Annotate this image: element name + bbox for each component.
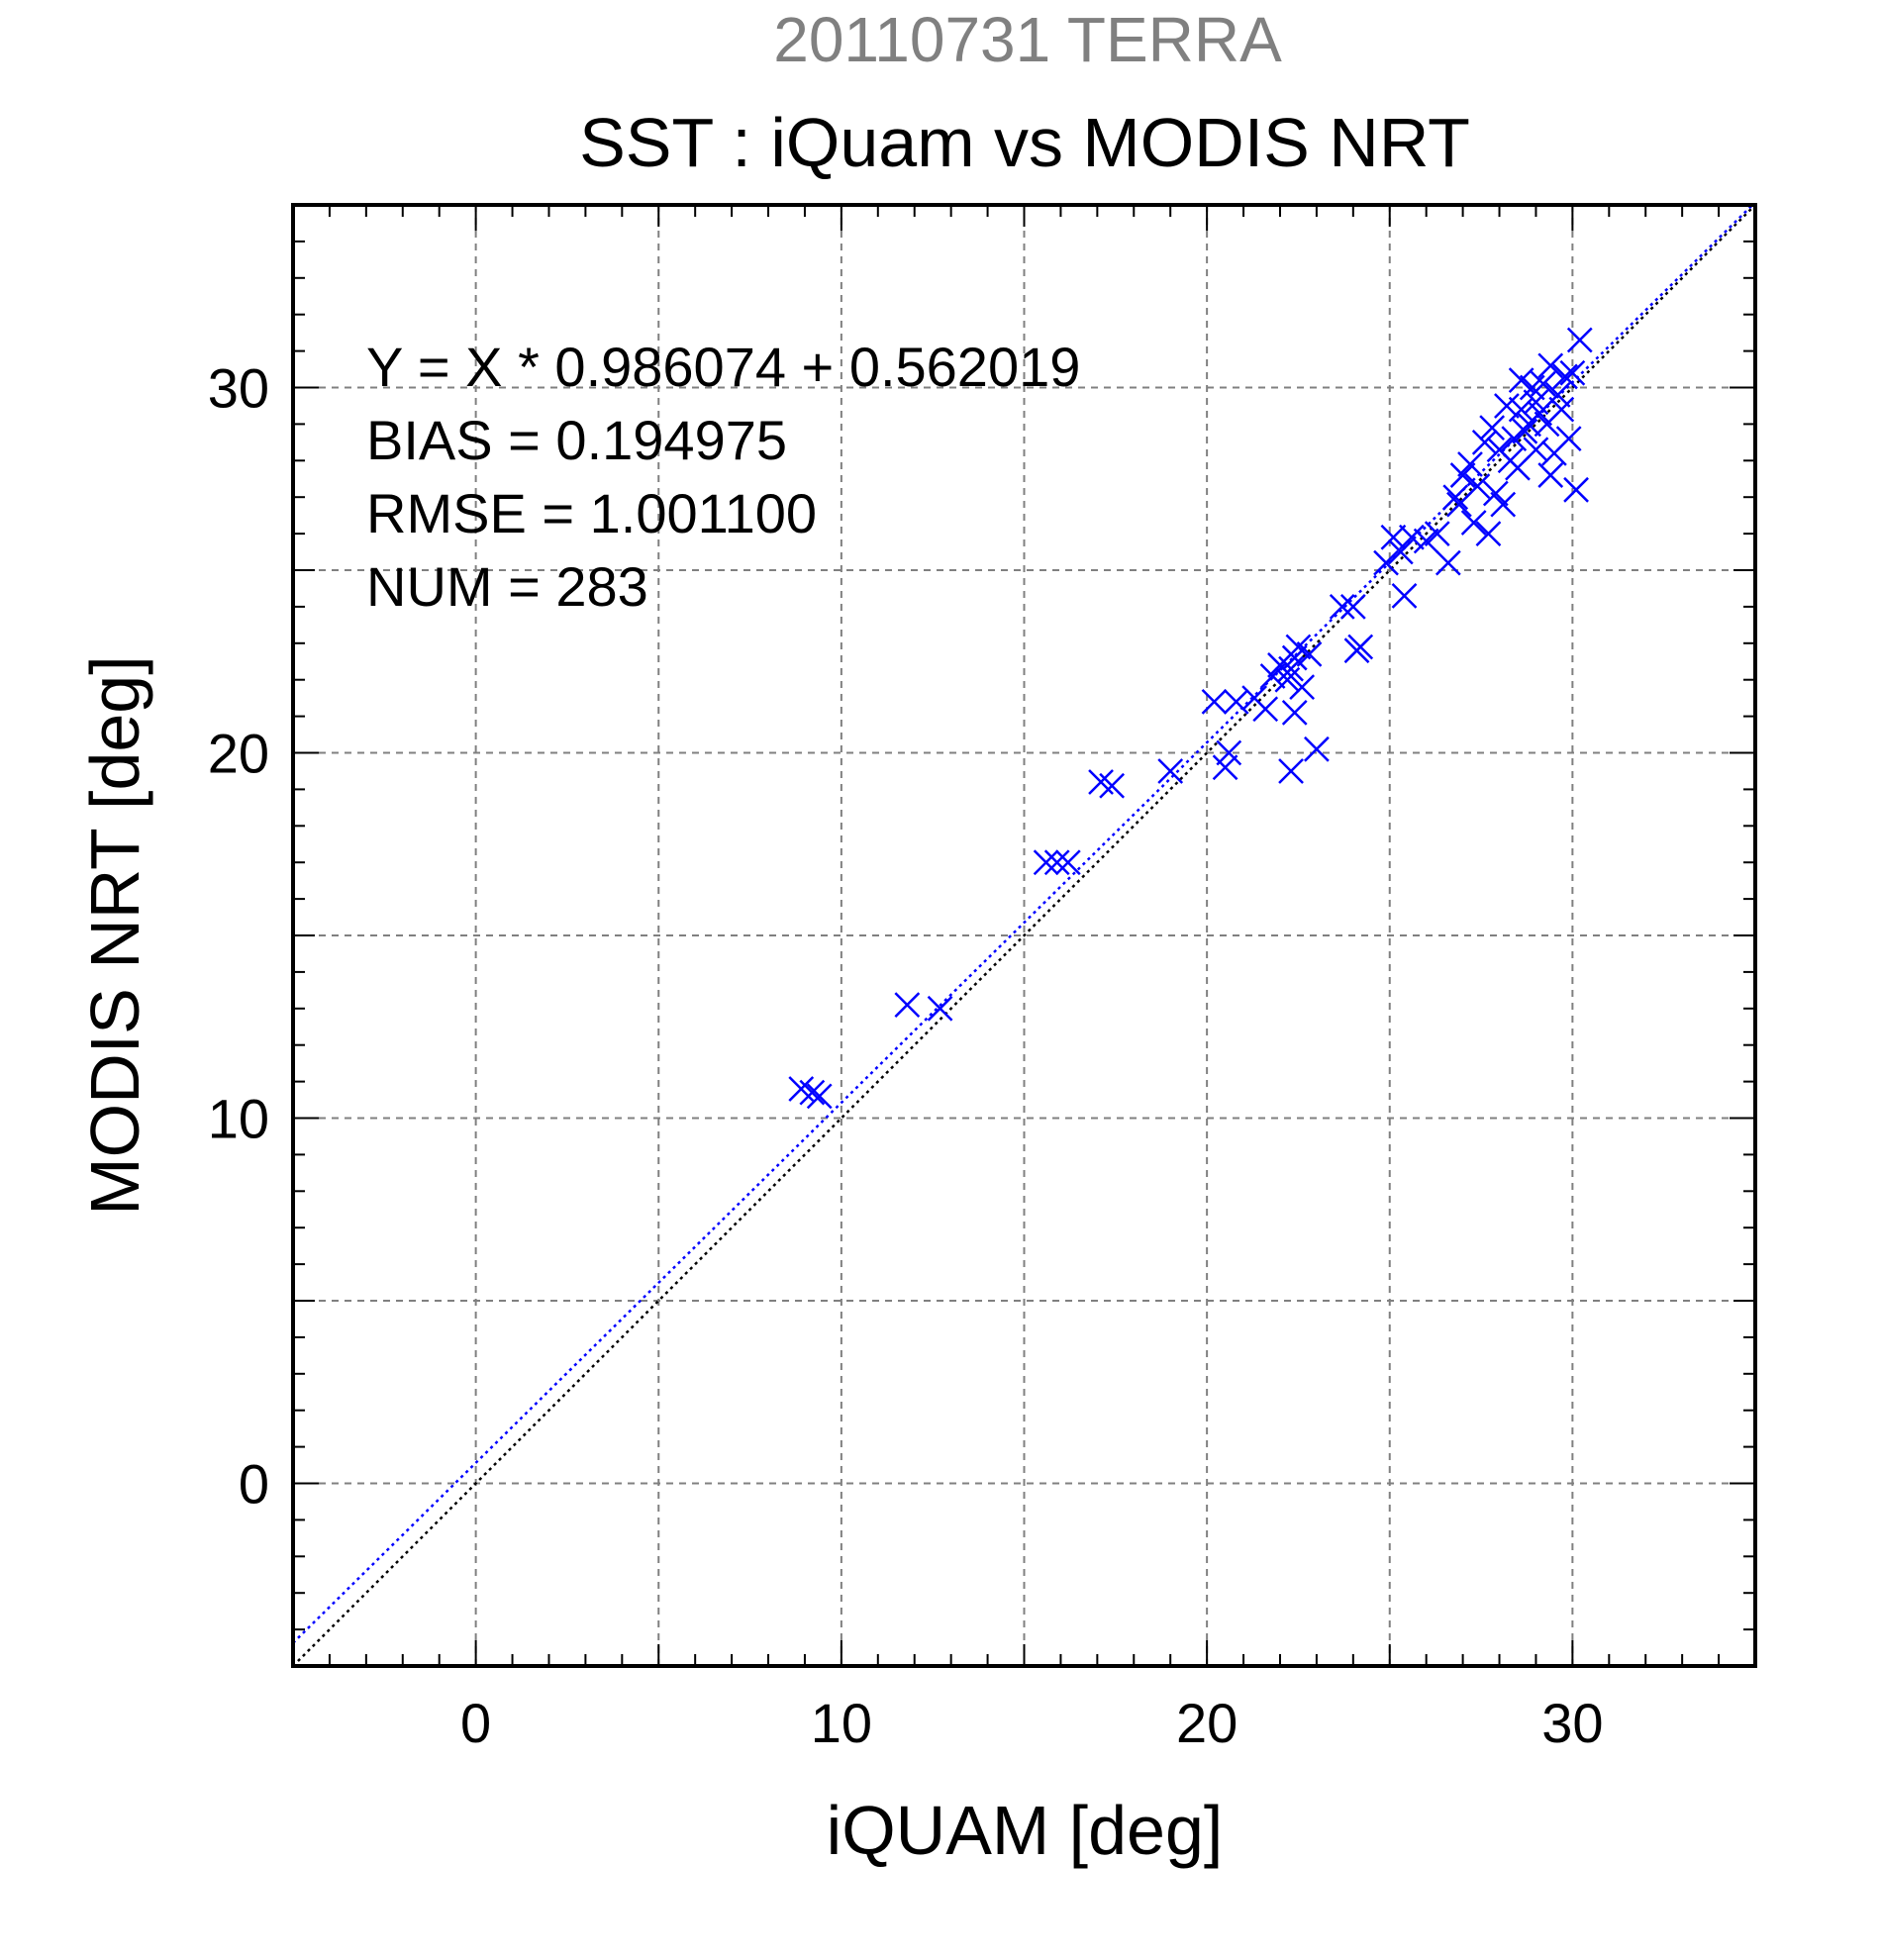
- x-tick-label: 20: [1176, 1692, 1238, 1754]
- data-point: [1559, 359, 1586, 386]
- data-point: [1216, 739, 1242, 766]
- data-point: [1223, 688, 1249, 715]
- stats-annotation: Y = X * 0.986074 + 0.562019 BIAS = 0.194…: [366, 336, 1080, 618]
- data-point: [1157, 758, 1184, 784]
- data-point: [1490, 491, 1517, 518]
- data-point: [806, 1083, 833, 1110]
- x-tick-label: 30: [1541, 1692, 1603, 1754]
- data-point: [1380, 524, 1407, 550]
- data-point: [1329, 594, 1355, 620]
- data-point: [1289, 674, 1316, 700]
- chart-header-title: 20110731 TERRA: [773, 4, 1282, 75]
- data-point: [1387, 539, 1414, 565]
- data-point: [1523, 437, 1549, 463]
- data-point: [1537, 352, 1564, 379]
- data-point: [1373, 549, 1399, 576]
- x-tick-label: 10: [811, 1692, 872, 1754]
- y-axis-label: MODIS NRT [deg]: [76, 655, 153, 1215]
- y-tick-label: 0: [239, 1453, 269, 1516]
- data-point: [1519, 374, 1545, 401]
- data-point: [1285, 634, 1312, 660]
- data-point: [1537, 462, 1564, 488]
- data-point: [1446, 491, 1472, 518]
- data-point: [1563, 476, 1589, 503]
- data-point: [1339, 594, 1366, 620]
- data-point: [1281, 700, 1308, 726]
- data-point: [1548, 396, 1575, 423]
- data-point: [894, 992, 921, 1018]
- data-point: [1482, 480, 1509, 507]
- tick-labels: 0 10 20 30 0 10 20 30: [208, 357, 1604, 1755]
- chart-title: SST : iQuam vs MODIS NRT: [579, 104, 1470, 181]
- data-point: [1304, 735, 1330, 762]
- data-point: [1413, 528, 1439, 554]
- y-tick-label: 10: [208, 1088, 269, 1150]
- data-point: [1457, 451, 1483, 477]
- data-point: [1512, 418, 1538, 444]
- data-point: [1555, 426, 1582, 452]
- data-point: [1033, 849, 1059, 876]
- data-point: [1479, 415, 1506, 441]
- data-point: [1508, 367, 1534, 394]
- data-point: [1043, 849, 1070, 876]
- data-point: [1508, 396, 1534, 423]
- data-point: [1435, 549, 1461, 576]
- data-point: [1391, 582, 1418, 609]
- data-point: [1212, 754, 1238, 781]
- data-point: [1471, 429, 1498, 455]
- data-point: [1343, 637, 1370, 664]
- plot-area-frame: [291, 203, 1757, 1668]
- sample-count: NUM = 283: [366, 555, 648, 618]
- data-point: [799, 1079, 826, 1106]
- data-point: [1494, 393, 1520, 419]
- data-point: [1252, 696, 1279, 723]
- regression-fit-line: [293, 205, 1754, 1644]
- data-point: [1278, 758, 1304, 784]
- data-point: [1442, 484, 1469, 511]
- bias-value: BIAS = 0.194975: [366, 409, 787, 471]
- data-point: [1552, 363, 1578, 390]
- data-point: [1054, 849, 1081, 876]
- data-point: [1449, 462, 1476, 488]
- data-point: [1424, 521, 1450, 546]
- data-point: [1259, 663, 1286, 689]
- data-point: [1099, 772, 1126, 799]
- x-tick-label: 0: [460, 1692, 491, 1754]
- x-axis-label: iQUAM [deg]: [827, 1792, 1224, 1869]
- y-tick-label: 20: [208, 723, 269, 785]
- data-point: [1201, 688, 1228, 715]
- data-point: [1475, 521, 1502, 546]
- data-point: [1566, 327, 1593, 353]
- rmse-value: RMSE = 1.001100: [366, 482, 817, 544]
- y-tick-label: 30: [208, 357, 269, 420]
- data-point: [1460, 510, 1487, 536]
- identity-line: [293, 205, 1755, 1666]
- data-points: [788, 327, 1593, 1110]
- data-point: [1296, 640, 1323, 667]
- regression-equation: Y = X * 0.986074 + 0.562019: [366, 336, 1080, 398]
- data-point: [1399, 524, 1425, 550]
- data-point: [927, 995, 953, 1022]
